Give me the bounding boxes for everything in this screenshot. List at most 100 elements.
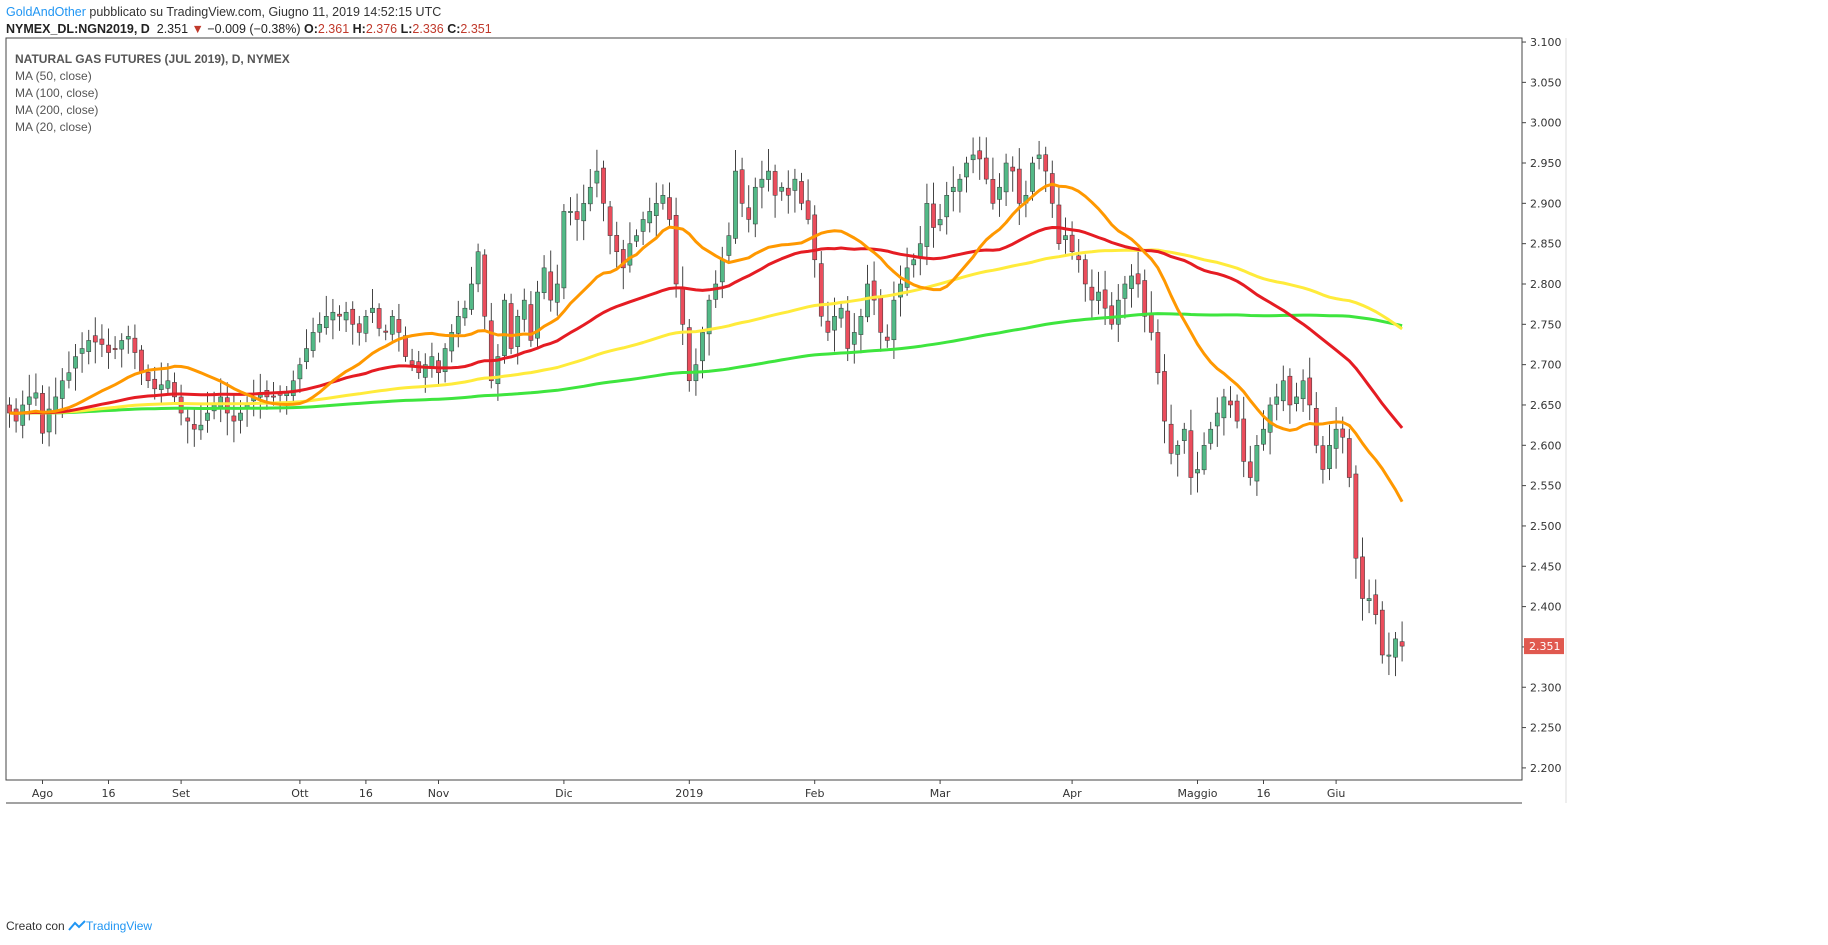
candle-body-down: [746, 207, 752, 220]
legend-ma-100[interactable]: MA (100, close): [15, 86, 99, 100]
candle-body-up: [865, 283, 870, 318]
candle-body-up: [917, 243, 923, 257]
candle-body-down: [739, 169, 745, 204]
candle: [706, 294, 712, 356]
candle: [983, 137, 989, 185]
candle-body-down: [356, 323, 362, 333]
candle-body-down: [1082, 259, 1088, 285]
ma-20-line: [9, 182, 1404, 503]
candle-body-down: [931, 203, 936, 228]
candle: [92, 317, 98, 364]
candle: [1373, 579, 1379, 625]
candle: [898, 265, 903, 317]
candle-body-down: [1234, 400, 1240, 422]
time-tick-label: Mar: [930, 787, 951, 800]
candle: [495, 344, 501, 401]
candle: [462, 300, 468, 326]
candle-body-down: [396, 319, 402, 333]
last-price-tag-label: 2.351: [1529, 640, 1561, 653]
candle-body-up: [752, 186, 758, 225]
candle-body-up: [158, 384, 164, 390]
candle: [343, 301, 349, 332]
low-value: 2.336: [412, 22, 444, 36]
candle-body-up: [726, 235, 732, 256]
candle: [1102, 270, 1108, 325]
price-tick-label: 2.950: [1530, 157, 1562, 170]
candle-body-up: [20, 404, 26, 426]
candle: [1313, 392, 1319, 454]
price-tick-label: 2.750: [1530, 318, 1562, 331]
candle: [502, 293, 507, 364]
candle-body-up: [119, 340, 125, 350]
candle: [1327, 424, 1332, 481]
legend-ma-200[interactable]: MA (200, close): [15, 103, 99, 117]
candle: [838, 303, 844, 328]
candle: [977, 136, 983, 180]
candle: [1056, 187, 1062, 250]
candle-body-up: [759, 178, 765, 188]
candle: [1360, 537, 1365, 621]
candle-body-up: [832, 316, 837, 331]
price-axis[interactable]: 3.100 3.050 3.000 2.950 2.900 2.850 2.800 2.750…: [1522, 36, 1564, 775]
candle-body-up: [898, 283, 903, 298]
author-link[interactable]: GoldAndOther: [6, 5, 86, 19]
candle-body-down: [13, 408, 19, 422]
candle: [1307, 357, 1313, 421]
candle-body-down: [574, 211, 580, 220]
candle-body-up: [858, 316, 864, 335]
candle: [46, 386, 52, 447]
candle: [376, 303, 382, 337]
symbol-bar: NYMEX_DL:NGN2019, D 2.351 ▼ −0.009 (−0.3…: [6, 21, 492, 37]
candle: [290, 370, 296, 406]
candle: [205, 391, 210, 433]
price-tick-label: 2.850: [1530, 238, 1562, 251]
legend-ma-50[interactable]: MA (50, close): [15, 69, 92, 83]
candle: [917, 226, 923, 276]
last-price: 2.351: [156, 22, 189, 36]
candle: [1320, 435, 1326, 484]
candle-body-down: [488, 320, 494, 382]
time-axis[interactable]: Ago 16 Set Ott 16 Nov Dic 2019 Feb Mar Apr Maggio 16…: [32, 780, 1346, 800]
candle: [356, 315, 362, 346]
candle-body-up: [1300, 380, 1306, 400]
candle-series: [7, 136, 1405, 677]
price-change: −0.009 (−0.38%): [207, 22, 301, 36]
candle-body-down: [1043, 154, 1049, 172]
candle: [924, 183, 930, 266]
time-tick-label: Ott: [291, 787, 309, 800]
ma-50-line: [9, 226, 1404, 429]
legend-ma-20[interactable]: MA (20, close): [15, 120, 92, 134]
candle: [759, 160, 765, 209]
publish-info: pubblicato su TradingView.com, Giugno 11…: [89, 5, 442, 19]
candle-body-down: [1049, 173, 1055, 204]
candle: [812, 205, 818, 278]
candle-body-up: [1181, 428, 1187, 441]
candle-body-down: [1162, 371, 1167, 422]
candle-body-up: [205, 412, 210, 421]
candle: [1241, 396, 1247, 478]
candle-body-up: [1115, 299, 1121, 325]
candle-body-down: [1228, 400, 1233, 406]
candle: [66, 351, 72, 389]
candle-body-up: [1386, 654, 1392, 657]
candle-body-down: [1373, 594, 1379, 615]
candle: [726, 222, 732, 262]
candle-body-up: [455, 316, 461, 334]
candle-body-up: [1327, 445, 1332, 469]
candle-body-up: [475, 251, 481, 285]
candle-body-down: [845, 310, 851, 349]
candle-body-down: [1346, 438, 1352, 478]
candle: [53, 377, 59, 435]
price-tick-label: 3.100: [1530, 36, 1562, 49]
candle: [1393, 631, 1398, 677]
candle-body-up: [997, 186, 1002, 200]
candle-body-down: [1360, 556, 1365, 599]
tradingview-logo-icon: [68, 919, 86, 933]
candle: [1109, 292, 1115, 330]
candle-body-down: [376, 308, 382, 329]
candle-body-down: [1340, 428, 1346, 438]
candle-body-up: [1280, 380, 1286, 402]
tradingview-link[interactable]: TradingView: [86, 919, 153, 933]
candle-body-up: [165, 380, 171, 389]
